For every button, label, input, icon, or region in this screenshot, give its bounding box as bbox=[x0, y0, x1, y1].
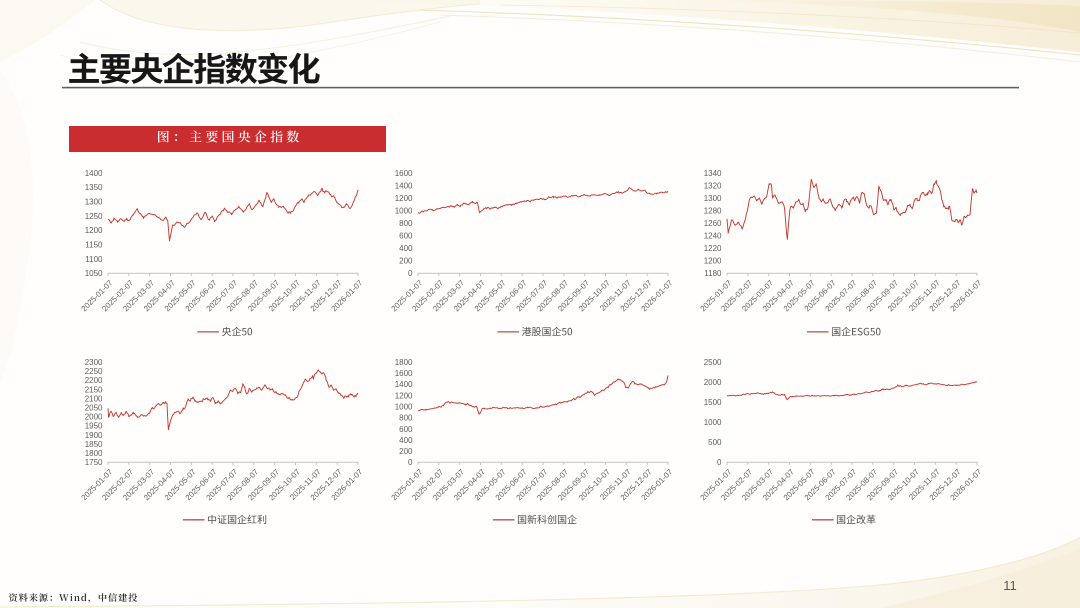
svg-text:1350: 1350 bbox=[85, 183, 103, 192]
svg-text:1600: 1600 bbox=[395, 369, 413, 378]
svg-text:1280: 1280 bbox=[704, 207, 722, 216]
svg-text:1240: 1240 bbox=[704, 232, 722, 241]
svg-text:1400: 1400 bbox=[395, 181, 413, 190]
svg-text:1800: 1800 bbox=[85, 449, 103, 458]
svg-text:1800: 1800 bbox=[395, 358, 413, 367]
svg-text:400: 400 bbox=[399, 244, 413, 253]
svg-text:1850: 1850 bbox=[85, 440, 103, 449]
svg-text:1250: 1250 bbox=[85, 212, 103, 221]
svg-text:1050: 1050 bbox=[85, 269, 103, 278]
svg-text:1400: 1400 bbox=[395, 380, 413, 389]
svg-text:0: 0 bbox=[408, 458, 413, 467]
svg-text:1750: 1750 bbox=[85, 458, 103, 467]
svg-text:2300: 2300 bbox=[85, 358, 103, 367]
svg-text:1000: 1000 bbox=[704, 418, 722, 427]
svg-text:1200: 1200 bbox=[704, 257, 722, 266]
svg-text:2000: 2000 bbox=[704, 378, 722, 387]
svg-text:2150: 2150 bbox=[85, 385, 103, 394]
svg-text:1000: 1000 bbox=[395, 403, 413, 412]
svg-text:1400: 1400 bbox=[85, 169, 103, 178]
svg-text:1300: 1300 bbox=[85, 198, 103, 207]
svg-text:1200: 1200 bbox=[85, 226, 103, 235]
svg-text:2000: 2000 bbox=[85, 413, 103, 422]
svg-text:2050: 2050 bbox=[85, 404, 103, 413]
svg-text:800: 800 bbox=[399, 219, 413, 228]
svg-text:1320: 1320 bbox=[704, 181, 722, 190]
svg-text:11: 11 bbox=[1003, 578, 1017, 593]
svg-text:1340: 1340 bbox=[704, 169, 722, 178]
svg-text:1950: 1950 bbox=[85, 422, 103, 431]
svg-text:2100: 2100 bbox=[85, 394, 103, 403]
svg-text:200: 200 bbox=[399, 257, 413, 266]
svg-text:1100: 1100 bbox=[85, 255, 103, 264]
svg-text:1180: 1180 bbox=[704, 269, 722, 278]
svg-text:600: 600 bbox=[399, 232, 413, 241]
svg-text:1260: 1260 bbox=[704, 219, 722, 228]
svg-text:800: 800 bbox=[399, 414, 413, 423]
svg-text:200: 200 bbox=[399, 447, 413, 456]
svg-text:500: 500 bbox=[708, 438, 722, 447]
svg-text:2250: 2250 bbox=[85, 367, 103, 376]
svg-text:1200: 1200 bbox=[395, 391, 413, 400]
svg-text:1500: 1500 bbox=[704, 398, 722, 407]
svg-text:2500: 2500 bbox=[704, 358, 722, 367]
svg-text:600: 600 bbox=[399, 425, 413, 434]
svg-text:0: 0 bbox=[717, 458, 722, 467]
svg-text:1300: 1300 bbox=[704, 194, 722, 203]
svg-text:1220: 1220 bbox=[704, 244, 722, 253]
svg-text:1000: 1000 bbox=[395, 207, 413, 216]
svg-text:1900: 1900 bbox=[85, 431, 103, 440]
svg-text:1600: 1600 bbox=[395, 169, 413, 178]
svg-text:0: 0 bbox=[408, 269, 413, 278]
svg-text:1150: 1150 bbox=[85, 241, 103, 250]
svg-text:400: 400 bbox=[399, 436, 413, 445]
svg-text:2200: 2200 bbox=[85, 376, 103, 385]
svg-text:1200: 1200 bbox=[395, 194, 413, 203]
